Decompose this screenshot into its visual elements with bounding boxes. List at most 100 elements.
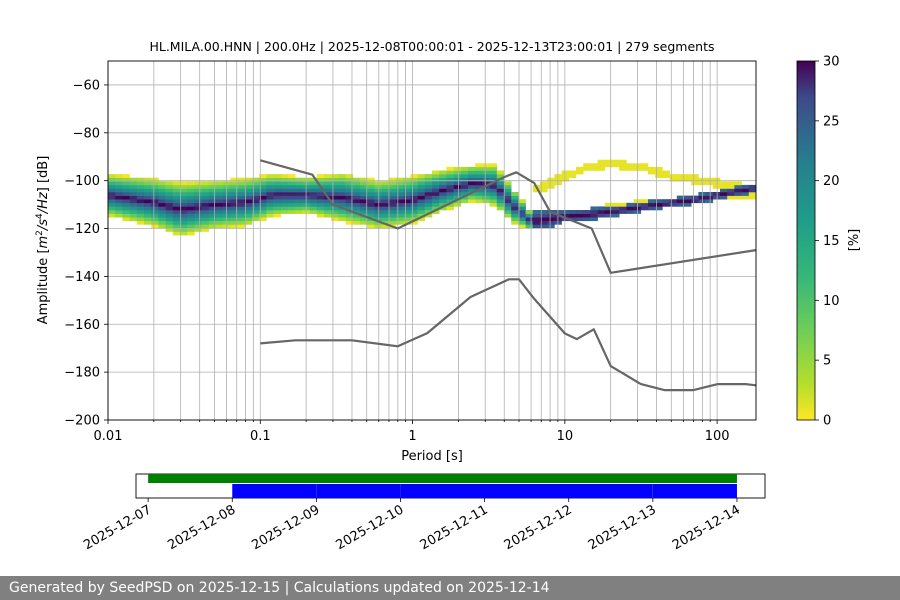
heatmap-cell <box>129 202 138 207</box>
heatmap-cell <box>266 181 274 186</box>
heatmap-cell <box>187 184 195 189</box>
heatmap-cell <box>410 206 418 211</box>
heatmap-cell <box>331 174 339 178</box>
y-axis-ticks: −60 −80 −100 −120 −140 −160 −180 −200 <box>64 78 108 429</box>
heatmap-cell <box>367 199 375 204</box>
heatmap-cell <box>446 202 454 207</box>
heatmap-cell <box>367 224 375 229</box>
heatmap-cell <box>252 206 260 211</box>
heatmap-cell <box>223 202 231 207</box>
heatmap-cell <box>280 177 289 182</box>
heatmap-cell <box>741 188 750 193</box>
heatmap-cell <box>403 217 411 222</box>
heatmap-cell <box>208 181 217 186</box>
heatmap-cell <box>684 177 692 182</box>
heatmap-cell <box>432 170 440 175</box>
heatmap-cell <box>734 192 742 196</box>
heatmap-cell <box>338 184 346 189</box>
heatmap-cell <box>360 177 368 182</box>
heatmap-cell <box>475 184 483 189</box>
heatmap-cell <box>208 220 217 225</box>
heatmap-cell <box>288 199 296 204</box>
colorbar-tick-label: 25 <box>823 114 840 129</box>
heatmap-cell <box>381 213 390 218</box>
heatmap-cell <box>655 202 663 207</box>
heatmap-cell <box>252 184 260 189</box>
heatmap-cell <box>367 188 375 193</box>
heatmap-cell <box>230 199 238 204</box>
heatmap-cell <box>324 210 332 214</box>
heatmap-cell <box>374 220 382 225</box>
heatmap-cell <box>345 184 354 189</box>
heatmap-cell <box>590 163 598 168</box>
heatmap-cell <box>446 181 454 186</box>
heatmap-cell <box>280 174 289 178</box>
heatmap-cell <box>201 213 210 218</box>
heatmap-cell <box>396 202 404 207</box>
heatmap-cell <box>619 166 627 171</box>
heatmap-cell <box>662 170 670 175</box>
x-tick-label: 1 <box>408 429 416 444</box>
heatmap-cell <box>237 202 246 207</box>
heatmap-cell <box>489 202 498 207</box>
heatmap-cell <box>273 174 282 178</box>
heatmap-cell <box>561 174 570 178</box>
heatmap-cell <box>194 202 202 207</box>
heatmap-cell <box>568 170 577 175</box>
heatmap-cell <box>640 199 649 204</box>
heatmap-cell <box>180 181 188 186</box>
heatmap-cell <box>331 206 339 211</box>
heatmap-cell <box>201 181 210 186</box>
heatmap-cell <box>547 224 555 229</box>
heatmap-cell <box>122 192 130 196</box>
heatmap-cell <box>712 192 721 196</box>
heatmap-cell <box>396 188 404 193</box>
heatmap-cell <box>374 210 382 214</box>
heatmap-cell <box>144 184 152 189</box>
heatmap-cell <box>244 220 253 225</box>
heatmap-cell <box>367 213 375 218</box>
heatmap-cell <box>482 192 490 196</box>
heatmap-cell <box>612 202 620 207</box>
heatmap-cell <box>410 210 418 214</box>
heatmap-cell <box>144 220 152 225</box>
heatmap-cell <box>403 199 411 204</box>
heatmap-cell <box>273 181 282 186</box>
heatmap-cell <box>180 224 188 229</box>
heatmap-cell <box>201 188 210 193</box>
used-segment-bar <box>232 484 317 498</box>
heatmap-cell <box>108 213 116 218</box>
heatmap-cell <box>424 177 433 182</box>
heatmap-cell <box>316 188 325 193</box>
heatmap-cell <box>259 202 267 207</box>
heatmap-cell <box>223 184 231 189</box>
heatmap-cell <box>280 192 289 196</box>
heatmap-cell <box>158 206 166 211</box>
heatmap-cell <box>151 210 159 214</box>
heatmap-cell <box>676 174 685 178</box>
heatmap-cell <box>324 192 332 196</box>
heatmap-cell <box>309 192 318 196</box>
heatmap-cell <box>669 199 678 204</box>
heatmap-cell <box>316 177 325 182</box>
heatmap-cell <box>640 202 649 207</box>
timeline-tick-label: 2025-12-12 <box>502 502 575 553</box>
heatmap-cell <box>194 199 202 204</box>
heatmap-cell <box>432 174 440 178</box>
heatmap-cell <box>396 206 404 211</box>
heatmap-cell <box>676 199 685 204</box>
heatmap-cell <box>597 213 606 218</box>
heatmap-cell <box>288 192 296 196</box>
heatmap-cell <box>309 206 318 211</box>
heatmap-cell <box>115 213 123 218</box>
heatmap-cell <box>288 174 296 178</box>
heatmap-cell <box>504 199 512 204</box>
heatmap-cell <box>216 224 224 229</box>
heatmap-cell <box>460 199 469 204</box>
heatmap-cell <box>489 188 498 193</box>
heatmap-cell <box>460 184 469 189</box>
heatmap-cell <box>496 170 505 175</box>
heatmap-cell <box>612 213 620 218</box>
heatmap-cell <box>417 202 426 207</box>
heatmap-cell <box>151 199 159 204</box>
